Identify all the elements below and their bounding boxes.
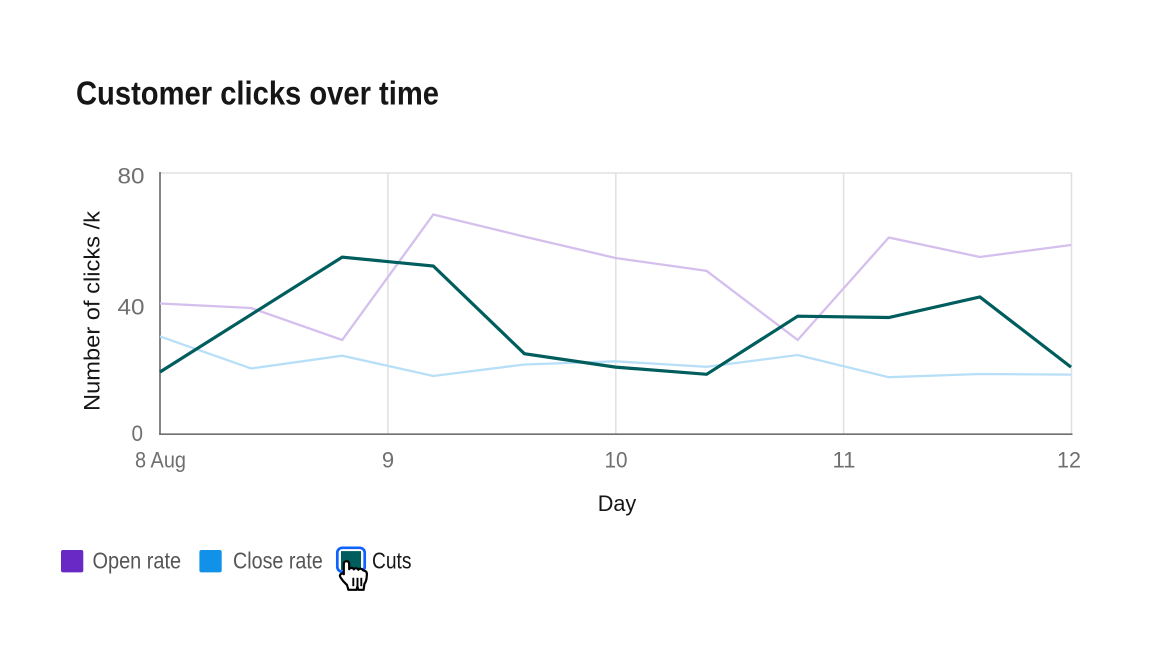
svg-text:8 Aug: 8 Aug	[135, 448, 186, 473]
svg-text:Customer clicks over time: Customer clicks over time	[76, 75, 439, 112]
svg-text:Cuts: Cuts	[372, 547, 412, 573]
svg-text:11: 11	[833, 448, 856, 473]
svg-text:10: 10	[605, 448, 628, 473]
svg-text:40: 40	[118, 294, 145, 319]
svg-text:0: 0	[132, 421, 144, 446]
svg-text:12: 12	[1057, 448, 1081, 473]
svg-text:Number of clicks /k: Number of clicks /k	[80, 210, 105, 411]
svg-text:Close rate: Close rate	[233, 547, 323, 573]
svg-text:Open rate: Open rate	[93, 547, 182, 573]
svg-text:Day: Day	[598, 491, 637, 516]
svg-text:80: 80	[118, 163, 145, 188]
svg-text:9: 9	[382, 448, 394, 473]
